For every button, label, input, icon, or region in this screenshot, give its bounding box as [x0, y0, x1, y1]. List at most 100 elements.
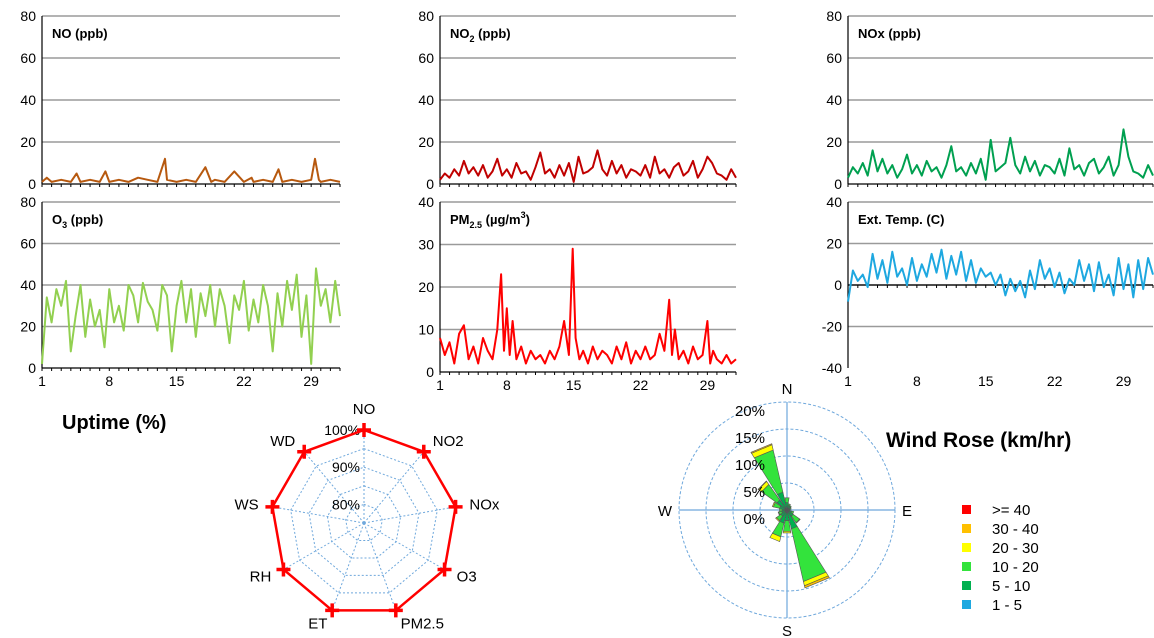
o3-xtick-label: 22	[236, 373, 252, 389]
pm25-ytick-label: 10	[418, 322, 434, 338]
nox-series-line	[847, 128, 1154, 181]
o3-ytick-label: 40	[20, 277, 36, 293]
no-ytick-label: 0	[28, 176, 36, 192]
radar-axis-label: NO2	[433, 433, 464, 450]
no-ytick-label: 80	[20, 8, 36, 24]
no-ytick-label: 40	[20, 92, 36, 108]
temp-ytick-label: 20	[826, 236, 842, 252]
pm25-ytick-label: 30	[418, 237, 434, 253]
radar-axis-label: NO	[353, 401, 376, 418]
no2-title-main: NO	[450, 26, 470, 41]
o3-ytick-label: 80	[20, 194, 36, 210]
windrose-sector-segment	[777, 511, 781, 516]
no2-series-line	[439, 149, 737, 183]
o3-ytick-label: 20	[20, 319, 36, 335]
windrose-sector-segment	[795, 518, 801, 524]
windrose-sector-segment	[787, 503, 791, 507]
temp-xtick-label: 15	[978, 373, 994, 389]
windrose-title: Wind Rose (km/hr)	[886, 429, 1071, 452]
windrose-sector-segment	[784, 497, 790, 503]
o3-xtick-label: 15	[169, 373, 185, 389]
windrose-legend-label: 10 - 20	[992, 559, 1039, 576]
temp-xtick-label: 22	[1047, 373, 1063, 389]
temp-ytick-label: 40	[826, 194, 842, 210]
temp-series-line	[847, 248, 1154, 302]
radar-point-marker	[388, 603, 403, 618]
no2-ytick-label: 0	[426, 176, 434, 192]
windrose-sector-segment	[757, 480, 767, 490]
nox-chart: 0 20 40 60 80 NOx (ppb)	[826, 8, 1154, 192]
pm25-title-end: )	[526, 212, 530, 227]
radar-point-marker	[297, 444, 312, 459]
windrose-sector-segment	[769, 532, 782, 543]
temp-xtick-label: 29	[1116, 373, 1132, 389]
windrose-rtick-label: 10%	[735, 457, 765, 474]
pm25-title-main: PM	[450, 212, 470, 227]
radar-spoke	[363, 451, 425, 524]
radar-spoke	[272, 506, 365, 524]
pm25-chart: 0 10 20 30 40 1 8 15 22 29 PM2.5 (µg/m3)	[418, 194, 737, 393]
windrose-legend-label: 5 - 10	[992, 578, 1030, 595]
radar-axis-label: NOx	[469, 496, 500, 513]
radar-axis-label: RH	[250, 569, 272, 586]
pm25-xtick-label: 22	[633, 377, 649, 393]
radar-spoke	[363, 522, 397, 611]
uptime-title: Uptime (%)	[62, 412, 166, 434]
pm25-ytick-label: 20	[418, 279, 434, 295]
o3-series-line	[41, 267, 341, 365]
no-title-main: NO (ppb)	[52, 26, 108, 41]
windrose-direction-label: S	[782, 623, 792, 638]
pm25-xtick-label: 29	[700, 377, 716, 393]
radar-axis-label: ET	[308, 616, 327, 633]
temp-chart: -40 -20 0 20 40 1 8 15 22 29 Ext. Temp. (C)	[822, 194, 1154, 389]
no2-title-unit: (ppb)	[475, 26, 511, 41]
windrose-sector-segment	[750, 443, 773, 454]
pm25-ytick-label: 40	[418, 194, 434, 210]
nox-ytick-label: 20	[826, 134, 842, 150]
o3-ytick-label: 0	[28, 360, 36, 376]
no2-ytick-label: 20	[418, 134, 434, 150]
pm25-title: PM2.5 (µg/m3)	[450, 210, 530, 230]
temp-ytick-label: -40	[822, 360, 842, 376]
windrose-sector-segment	[771, 501, 776, 508]
radar-point-marker	[276, 562, 291, 577]
windrose-legend-label: 30 - 40	[992, 521, 1039, 538]
radar-rtick-label: 80%	[332, 496, 360, 512]
radar-point-marker	[265, 499, 280, 514]
no-ytick-label: 20	[20, 134, 36, 150]
pm25-xtick-label: 8	[503, 377, 511, 393]
temp-title-main: Ext. Temp. (C)	[858, 212, 944, 227]
windrose-direction-label: E	[902, 503, 912, 520]
radar-axis-label: PM2.5	[401, 616, 444, 633]
pm25-xtick-label: 1	[436, 377, 444, 393]
pm25-title-unit: (µg/m	[482, 212, 521, 227]
nox-ytick-label: 60	[826, 50, 842, 66]
o3-xtick-label: 1	[38, 373, 46, 389]
no-series-line	[41, 157, 341, 183]
nox-ytick-label: 0	[834, 176, 842, 192]
radar-spoke	[363, 506, 456, 524]
radar-point-marker	[357, 423, 371, 437]
windrose-legend-swatch	[962, 581, 971, 590]
no-chart: 0 20 40 60 80 NO (ppb)	[20, 8, 341, 192]
no2-title-subscript: 2	[470, 34, 475, 44]
radar-spoke	[331, 522, 365, 611]
windrose-legend-swatch	[962, 543, 971, 552]
windrose-legend-swatch	[962, 600, 971, 609]
o3-title-unit: (ppb)	[67, 212, 103, 227]
nox-title: NOx (ppb)	[858, 26, 921, 41]
temp-xtick-label: 1	[844, 373, 852, 389]
no2-chart: 0 20 40 60 80 NO2 (ppb)	[418, 8, 737, 192]
radar-point-marker	[437, 562, 452, 577]
radar-spoke	[363, 522, 445, 570]
pm25-series-line	[439, 247, 737, 365]
pm25-xtick-label: 15	[566, 377, 582, 393]
radar-axis-label: O3	[457, 569, 477, 586]
no-ytick-label: 60	[20, 50, 36, 66]
radar-point-marker	[448, 499, 463, 514]
temp-ytick-label: -20	[822, 319, 842, 335]
windrose-rtick-label: 15%	[735, 430, 765, 447]
